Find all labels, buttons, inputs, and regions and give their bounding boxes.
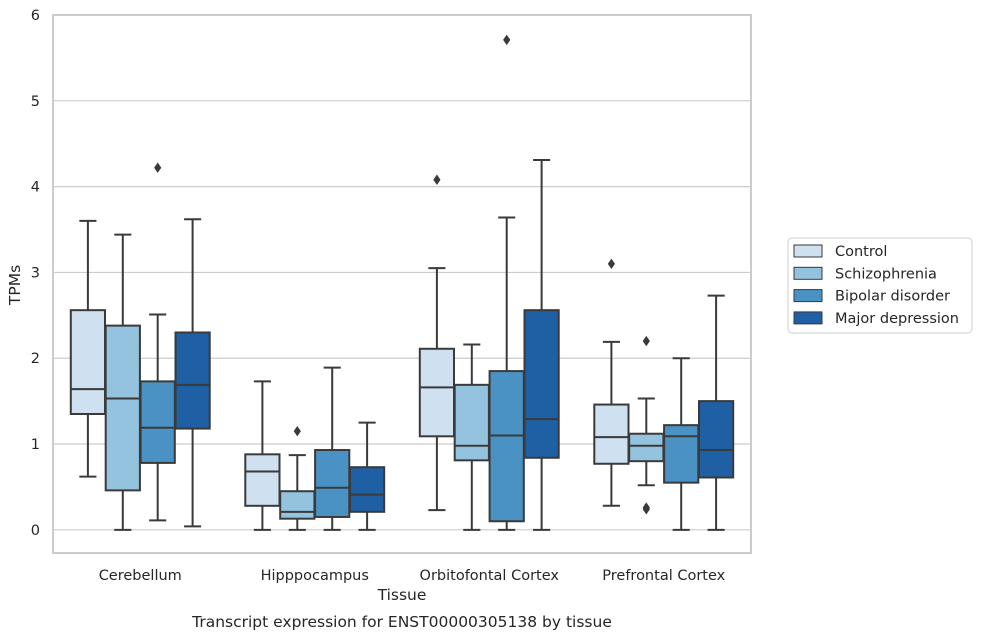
box-iqr: [628, 432, 665, 463]
legend-item: Bipolar disorder: [793, 289, 950, 305]
outlier-point: [154, 162, 162, 173]
box-iqr: [348, 466, 386, 513]
box-3-1: [628, 335, 665, 515]
box-iqr: [314, 449, 351, 518]
box-0-0: [69, 219, 107, 478]
box-2-3: [523, 159, 560, 531]
box-iqr: [104, 324, 141, 492]
box-iqr: [453, 383, 490, 462]
box-3-3: [697, 294, 735, 531]
legend-swatch: [793, 266, 823, 280]
legend-label: Major depression: [835, 311, 959, 327]
box-iqr: [663, 424, 700, 484]
y-tick-label: 4: [31, 180, 40, 196]
box-3-0: [593, 258, 630, 507]
x-tick-label: Cerebellum: [99, 568, 182, 584]
legend-swatch: [793, 244, 823, 258]
legend-label: Control: [835, 244, 887, 260]
box-1-3: [348, 421, 386, 531]
y-tick-label: 6: [31, 8, 40, 24]
x-tick-label: Hipppocampus: [261, 568, 369, 584]
box-0-3: [174, 218, 211, 528]
outlier-point: [642, 335, 650, 347]
x-tick-label: Prefrontal Cortex: [602, 568, 725, 584]
box-iqr: [697, 400, 735, 479]
box-iqr: [69, 309, 107, 415]
outlier-point: [433, 174, 441, 185]
box-0-1: [104, 233, 141, 531]
legend-item: Major depression: [793, 311, 959, 327]
y-axis-label: TPMs: [6, 265, 24, 306]
box-iqr: [523, 309, 560, 459]
box-1-0: [244, 380, 281, 531]
x-tick-label: Orbitofontal Cortex: [420, 568, 560, 584]
legend-label: Schizophrenia: [835, 266, 937, 282]
box-plot-series: [69, 34, 735, 531]
y-tick-label: 0: [31, 523, 40, 539]
outlier-point: [607, 258, 615, 270]
box-iqr: [244, 453, 281, 507]
y-axis-ticks: 0 1 2 3 4 5 6: [31, 8, 40, 539]
legend-item: Schizophrenia: [793, 266, 937, 282]
box-0-2: [139, 162, 176, 522]
y-tick-label: 3: [31, 265, 40, 281]
box-iqr: [418, 347, 456, 438]
legend-label: Bipolar disorder: [835, 289, 950, 305]
box-1-2: [314, 366, 351, 531]
y-tick-label: 1: [31, 437, 40, 453]
legend-swatch: [793, 311, 823, 325]
legend-item: Control: [793, 244, 887, 260]
x-axis-ticks: Cerebellum Hipppocampus Orbitofontal Corte…: [99, 568, 726, 584]
chart-caption: Transcript expression for ENST0000030513…: [191, 613, 612, 631]
y-tick-label: 2: [31, 351, 40, 367]
outlier-point: [642, 504, 650, 515]
legend-frame: [787, 237, 973, 334]
outlier-point: [293, 425, 301, 437]
box-3-2: [663, 357, 700, 531]
x-axis-label: Tissue: [377, 586, 427, 604]
box-2-1: [453, 343, 490, 531]
plot-frame: [52, 14, 752, 554]
box-2-2: [488, 34, 525, 531]
y-tick-label: 5: [31, 94, 40, 110]
box-1-1: [279, 425, 316, 531]
outlier-point: [503, 34, 511, 46]
box-iqr: [174, 331, 211, 430]
box-2-0: [418, 174, 456, 512]
box-iqr: [593, 403, 630, 465]
box-iqr: [488, 370, 525, 523]
box-iqr: [279, 490, 316, 520]
legend: Control Schizophrenia Bipolar disorder Majo…: [787, 237, 973, 334]
legend-swatch: [793, 289, 823, 303]
box-iqr: [139, 380, 176, 464]
